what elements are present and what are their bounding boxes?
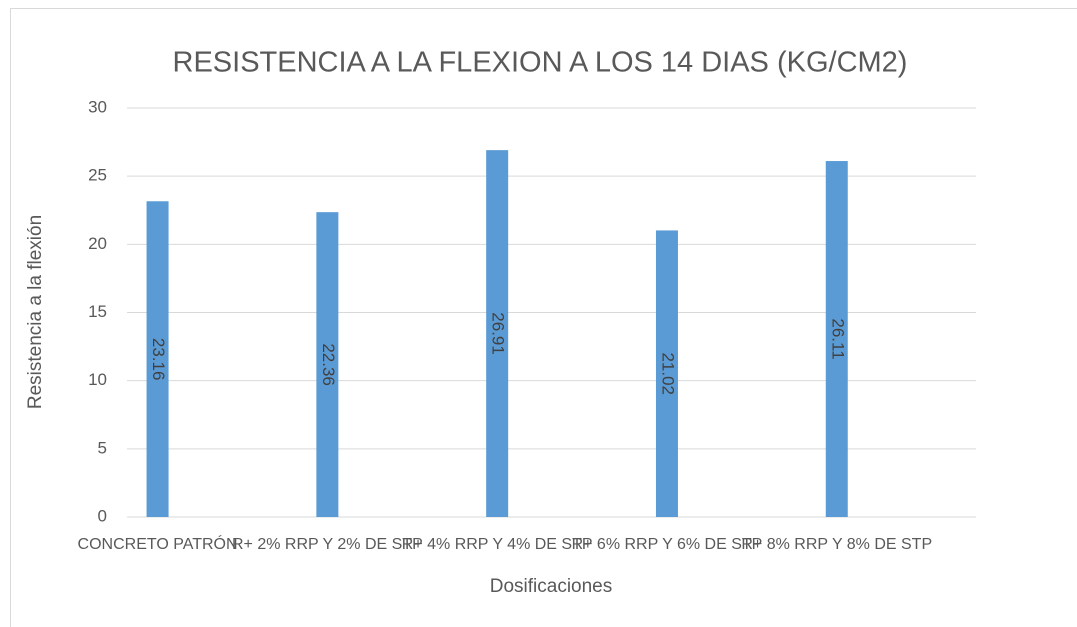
bar (146, 201, 169, 517)
chart-border (10, 8, 1077, 627)
y-tick-label: 25 (88, 166, 107, 185)
y-axis-title: Resistencia a la flexión (25, 215, 46, 409)
x-axis-title: Dosificaciones (490, 576, 613, 597)
bar (316, 212, 339, 517)
x-tick-label: R+ 2% RRP Y 2% DE STP (232, 536, 423, 553)
y-tick-label: 30 (88, 97, 107, 116)
x-tick-label: CONCRETO PATRÓN (78, 534, 238, 553)
data-label: 26.11 (828, 318, 847, 359)
x-tick-label: R+ 6% RRP Y 6% DE STP (572, 536, 763, 553)
y-tick-label: 20 (88, 234, 107, 253)
data-label: 22.36 (319, 343, 338, 386)
bar (825, 161, 848, 517)
y-tick-label: 10 (88, 370, 107, 389)
y-tick-label: 5 (98, 438, 107, 457)
bar (486, 150, 509, 517)
y-tick-label: 15 (88, 302, 107, 321)
y-tick-label: 0 (98, 506, 107, 525)
data-label: 23.16 (149, 338, 168, 381)
data-label: 21.02 (658, 352, 677, 395)
chart-title: RESISTENCIA A LA FLEXION A LOS 14 DIAS (… (173, 47, 908, 79)
bar (655, 230, 678, 517)
x-tick-label: R+ 8% RRP Y 8% DE STP (741, 536, 932, 553)
x-tick-label: R+ 4% RRP Y 4% DE STP (402, 536, 593, 553)
data-label: 26.91 (489, 312, 508, 355)
